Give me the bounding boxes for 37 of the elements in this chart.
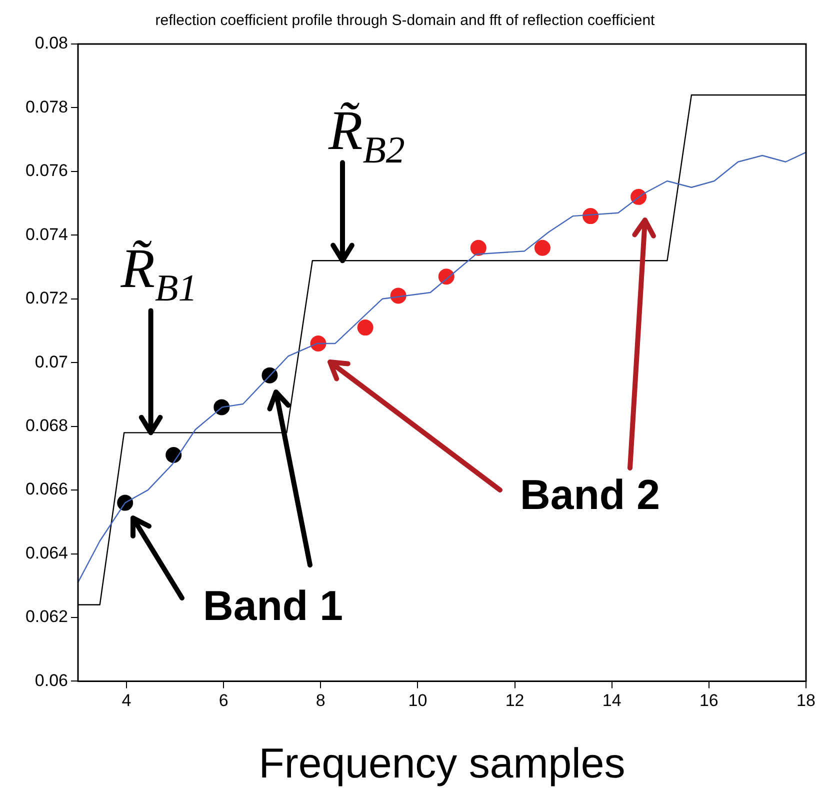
point	[534, 240, 550, 256]
y-tick-label: 0.072	[25, 288, 68, 308]
point	[390, 288, 406, 304]
y-tick-label: 0.062	[25, 607, 68, 626]
x-axis-title: Frequency samples	[258, 739, 626, 786]
x-tick-label: 12	[505, 691, 524, 710]
point	[166, 446, 182, 463]
x-tick-label: 4	[122, 691, 132, 710]
y-tick-label: 0.066	[25, 480, 68, 499]
annotation: Band 2	[520, 471, 660, 518]
x-tick-label: 18	[796, 691, 816, 710]
annotation: Band 1	[203, 582, 344, 629]
y-tick-label: 0.08	[34, 34, 68, 53]
point	[310, 335, 326, 352]
y-tick-label: 0.078	[25, 97, 68, 116]
y-tick-label: 0.076	[25, 161, 68, 180]
point	[630, 188, 647, 205]
point	[214, 399, 230, 416]
point	[438, 268, 454, 285]
point	[582, 208, 599, 224]
point	[262, 367, 278, 384]
x-tick-label: 8	[316, 691, 326, 710]
point	[470, 240, 486, 256]
y-tick-label: 0.06	[34, 670, 68, 690]
point	[357, 320, 374, 336]
x-tick-label: 10	[408, 691, 428, 710]
annotation: R̃$_{B2}$	[328, 100, 405, 171]
chart-title: reflection coefficient profile through S-domain and fft of reflection coefficient	[155, 12, 656, 30]
x-tick-label: 16	[699, 691, 718, 710]
x-tick-label: 6	[218, 691, 228, 710]
point	[117, 494, 134, 511]
y-tick-label: 0.064	[25, 543, 68, 562]
y-tick-label: 0.074	[25, 224, 68, 244]
annotation: R̃$_{B1}$	[120, 238, 198, 309]
x-tick-label: 14	[602, 691, 622, 710]
y-tick-label: 0.068	[25, 416, 68, 436]
y-tick-label: 0.07	[34, 352, 68, 372]
